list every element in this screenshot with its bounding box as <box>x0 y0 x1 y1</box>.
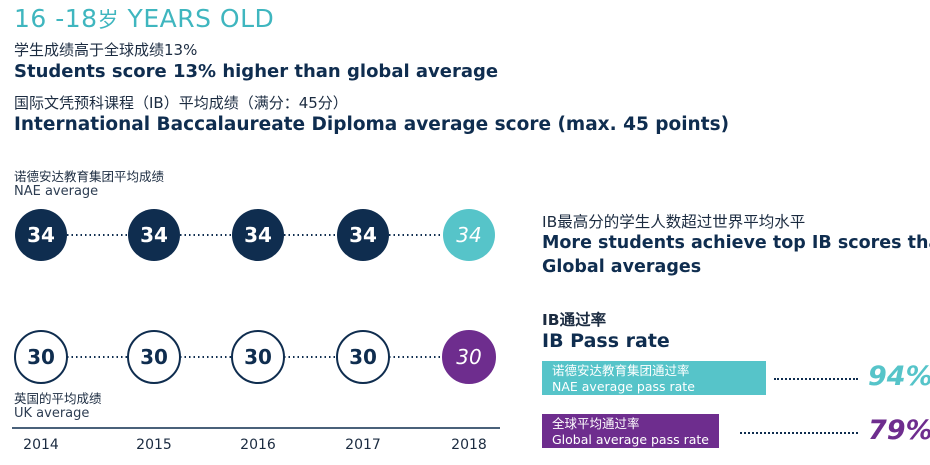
top-scores-en-2: Global averages <box>542 257 702 277</box>
nae-value-label-2014: 34 <box>27 223 55 247</box>
score-chart: 34 34 34 34 34 30 30 30 30 30 2014 2015 2016 2017 2018 <box>12 209 500 453</box>
page-title: 16 -18岁 YEARS OLD <box>14 4 274 34</box>
global-leader-dots <box>740 432 858 434</box>
nae-value-label-2018: 34 <box>456 223 481 247</box>
title-years: YEARS OLD <box>127 4 275 33</box>
nae-pass-rate-en: NAE average pass rate <box>552 379 695 394</box>
global-pass-rate-cn: 全球平均通过率 <box>552 416 640 431</box>
nae-pass-rate-value: 94% <box>868 361 930 392</box>
nae-point-2018 <box>443 209 495 261</box>
uk-value-label-2015: 30 <box>140 345 168 369</box>
nae-leader-dots <box>774 378 858 380</box>
uk-point-2017 <box>336 330 390 384</box>
nae-legend-en: NAE average <box>14 184 99 199</box>
uk-legend-cn: 英国的平均成绩 <box>14 391 102 406</box>
x-tick-label-2018: 2018 <box>451 437 487 453</box>
global-pass-rate-label: 全球平均通过率 Global average pass rate <box>542 414 719 448</box>
nae-point-2017 <box>337 209 389 261</box>
nae-value-label-2016: 34 <box>244 223 272 247</box>
nae-point-2014 <box>15 209 67 261</box>
x-tick-label-2014: 2014 <box>23 437 59 453</box>
top-scores-en-1: More students achieve top IB scores than <box>542 233 930 253</box>
x-tick-label-2017: 2017 <box>345 437 381 453</box>
nae-value-label-2017: 34 <box>349 223 377 247</box>
title-age: 16 -18 <box>14 4 98 33</box>
global-pass-rate-en: Global average pass rate <box>552 432 709 447</box>
uk-legend-en: UK average <box>14 406 90 421</box>
uk-value-label-2016: 30 <box>244 345 272 369</box>
subtitle-cn-1: 学生成绩高于全球成绩13% <box>14 41 198 59</box>
global-pass-rate-value: 79% <box>868 415 930 446</box>
nae-pass-rate-cn: 诺德安达教育集团通过率 <box>552 363 690 378</box>
uk-value-label-2018: 30 <box>456 345 481 369</box>
uk-point-2014 <box>14 330 68 384</box>
subtitle-en-1: Students score 13% higher than global av… <box>14 61 499 82</box>
pass-rate-en: IB Pass rate <box>542 330 670 352</box>
x-tick-label-2016: 2016 <box>240 437 276 453</box>
subtitle-en-2: International Baccalaureate Diploma aver… <box>14 114 730 135</box>
uk-value-label-2014: 30 <box>27 345 55 369</box>
uk-point-2015 <box>127 330 181 384</box>
uk-point-2018 <box>442 330 496 384</box>
nae-pass-rate-label: 诺德安达教育集团通过率 NAE average pass rate <box>542 361 766 395</box>
pass-rate-cn: IB通过率 <box>542 311 607 329</box>
top-scores-cn: IB最高分的学生人数超过世界平均水平 <box>542 213 806 231</box>
uk-point-2016 <box>231 330 285 384</box>
subtitle-cn-2: 国际文凭预科课程（IB）平均成绩（满分：45分） <box>14 94 348 112</box>
nae-legend-cn: 诺德安达教育集团平均成绩 <box>14 169 165 184</box>
x-tick-label-2015: 2015 <box>136 437 172 453</box>
nae-point-2015 <box>128 209 180 261</box>
nae-value-label-2015: 34 <box>140 223 168 247</box>
uk-value-label-2017: 30 <box>349 345 377 369</box>
nae-point-2016 <box>232 209 284 261</box>
title-sui: 岁 <box>97 8 120 32</box>
